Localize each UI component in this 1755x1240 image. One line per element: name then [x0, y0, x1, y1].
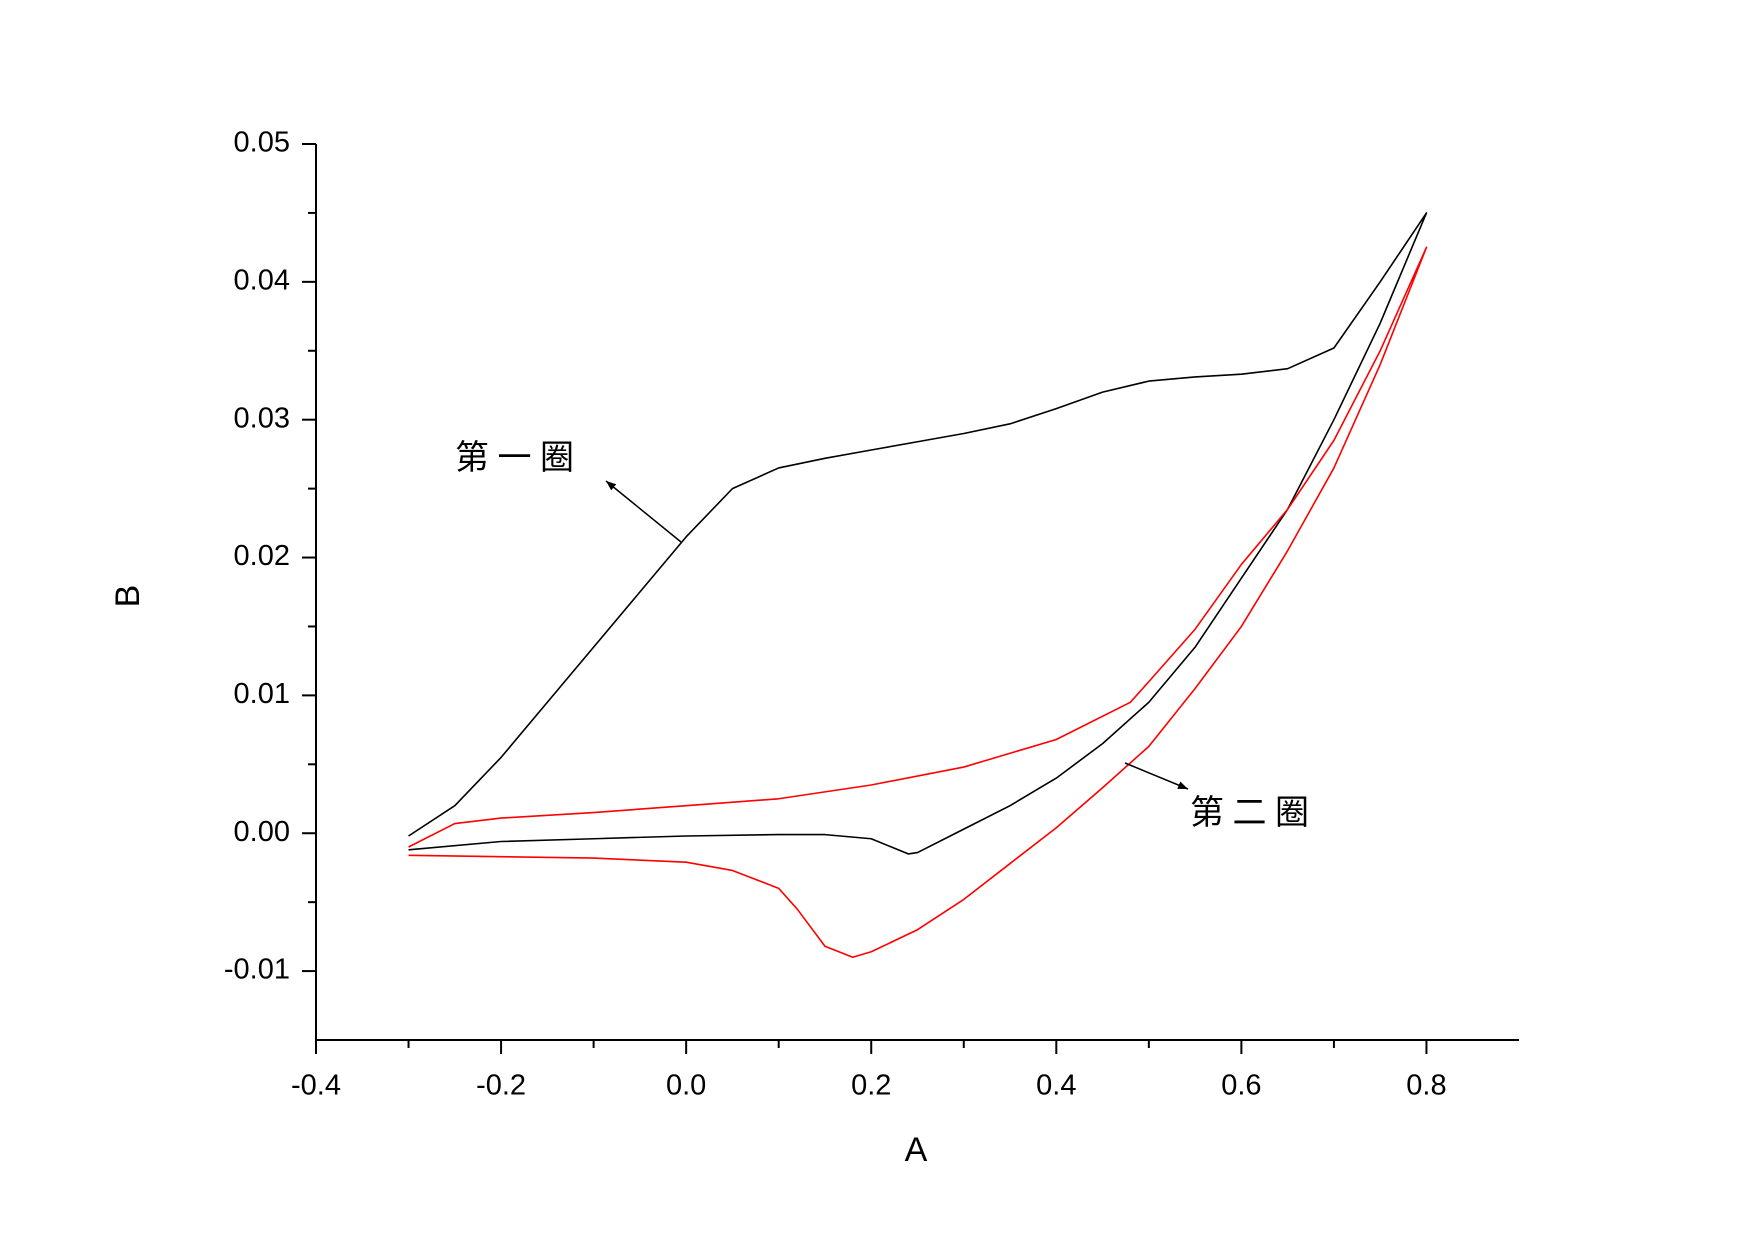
annotation-arrow: [605, 480, 682, 543]
y-tick-label: 0.03: [234, 402, 290, 434]
x-tick-label: 0.2: [851, 1070, 891, 1102]
x-tick-label: 0.4: [1036, 1070, 1076, 1102]
y-axis-title: B: [109, 585, 147, 608]
series-line: [408, 212, 1428, 855]
x-tick-label: 0.0: [666, 1070, 706, 1102]
y-tick-label: 0.02: [234, 540, 290, 572]
x-tick-label: -0.4: [291, 1070, 341, 1102]
x-tick-label: -0.2: [476, 1070, 526, 1102]
annotation-arrow: [1124, 762, 1189, 790]
y-tick-label: -0.01: [224, 954, 290, 986]
y-tick-label: 0.04: [234, 265, 290, 297]
x-tick-label: 0.6: [1221, 1070, 1261, 1102]
annotation: 第 一 圈: [455, 439, 574, 477]
y-tick-label: 0.05: [234, 127, 290, 159]
x-axis-title: A: [905, 1131, 928, 1169]
y-tick-label: 0.01: [234, 678, 290, 710]
x-tick-label: 0.8: [1406, 1070, 1446, 1102]
series-line: [408, 246, 1428, 959]
y-tick-label: 0.00: [234, 816, 290, 848]
annotation: 第 二 圈: [1190, 794, 1309, 832]
